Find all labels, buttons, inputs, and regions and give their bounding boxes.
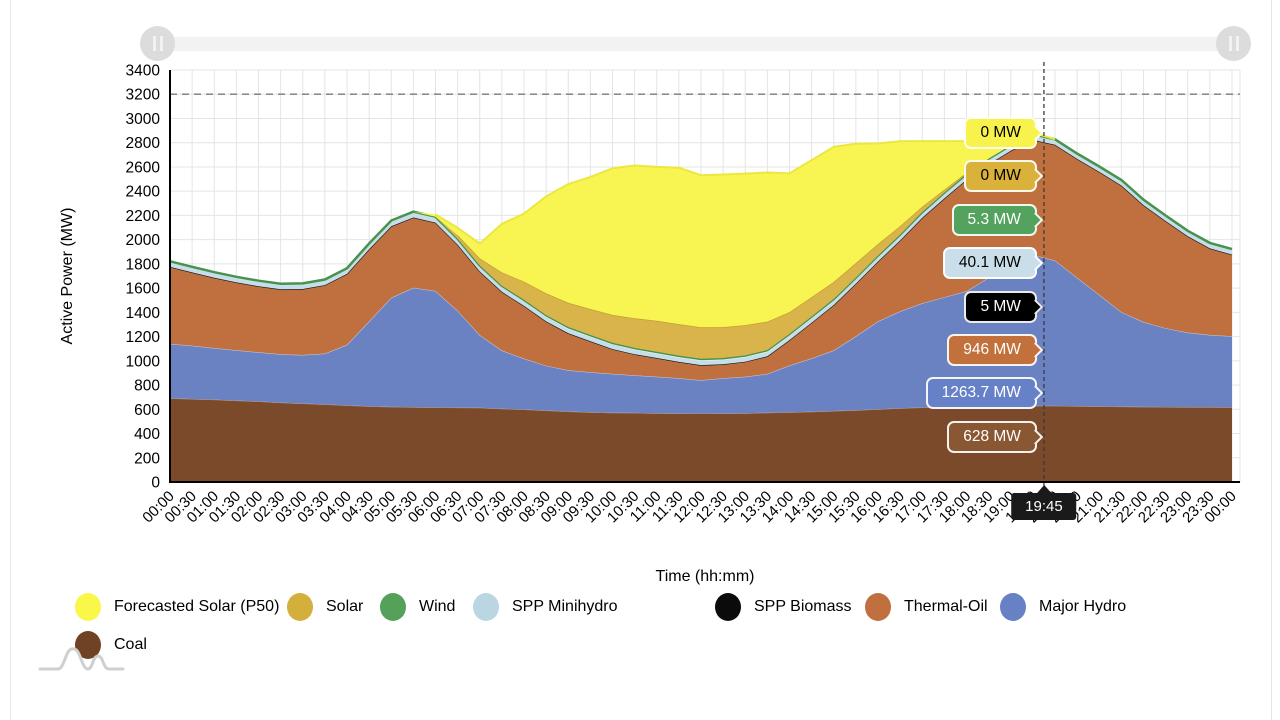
y-tick-label: 3000 [126, 111, 161, 128]
value-tooltip-wind: 5.3 MW [951, 203, 1044, 236]
area-forecast_solar[interactable] [170, 132, 1232, 328]
stacked-area-chart: 0 200 400 600 800 1000 1200 1400 1600 1800 2000 220… [126, 62, 1241, 527]
y-tick-label: 2200 [126, 208, 161, 225]
y-tick-label: 1000 [126, 353, 161, 370]
legend-label: SPP Minihydro [512, 598, 618, 615]
legend-label: Solar [326, 598, 364, 615]
grip-bars-icon [1235, 36, 1239, 51]
y-tick-label: 2000 [126, 232, 161, 249]
value-tooltip-forecast_solar: 0 MW [964, 117, 1044, 149]
value-tooltip-spp_minihydro: 40.1 MW [942, 247, 1044, 280]
legend-label: Coal [114, 636, 147, 653]
area-coal[interactable] [170, 398, 1232, 482]
legend-label: Thermal-Oil [904, 598, 988, 615]
legend-item-wind[interactable]: Wind [380, 592, 455, 622]
x-axis-title: Time (hh:mm) [655, 568, 755, 585]
legend-swatch-icon[interactable] [865, 593, 891, 621]
legend-swatch-icon[interactable] [380, 593, 406, 621]
value-tooltip-major_hydro: 1263.7 MW [925, 377, 1044, 410]
y-tick-labels: 0 200 400 600 800 1000 1200 1400 1600 1800 2000 220… [126, 63, 161, 492]
legend-item-thermal-oil[interactable]: Thermal-Oil [865, 592, 988, 622]
legend-label: Forecasted Solar (P50) [114, 598, 280, 615]
y-tick-label: 2800 [126, 135, 161, 152]
legend-item-coal[interactable]: Coal [75, 630, 147, 660]
legend-swatch-icon[interactable] [287, 593, 313, 621]
y-tick-label: 2400 [126, 184, 161, 201]
legend-swatch-icon[interactable] [75, 593, 101, 621]
y-tick-label: 800 [134, 378, 160, 395]
grip-bars-icon [152, 36, 156, 51]
y-tick-label: 3200 [126, 87, 161, 104]
time-tooltip: 19:45 [1011, 485, 1077, 520]
area-thermal_oil[interactable] [170, 140, 1232, 381]
y-tick-label: 400 [134, 426, 160, 443]
legend-item-forecasted-solar-p50-[interactable]: Forecasted Solar (P50) [75, 592, 279, 622]
legend-item-major-hydro[interactable]: Major Hydro [1000, 592, 1126, 622]
time-tooltip-arrow-icon [1035, 485, 1052, 494]
y-tick-label: 2600 [126, 159, 161, 176]
legend-label: Wind [419, 598, 456, 615]
y-tick-label: 200 [134, 450, 160, 467]
y-tick-label: 1600 [126, 281, 161, 298]
left-border-line [10, 0, 11, 720]
legend-item-spp-biomass[interactable]: SPP Biomass [715, 592, 852, 622]
series-areas [169, 131, 1233, 482]
legend-item-spp-minihydro[interactable]: SPP Minihydro [473, 592, 618, 622]
y-tick-label: 1200 [126, 329, 161, 346]
legend-label: SPP Biomass [754, 598, 852, 615]
scrollbar-grip-left[interactable] [140, 26, 175, 61]
legend-label: Major Hydro [1039, 598, 1127, 615]
legend-swatch-icon[interactable] [1000, 593, 1026, 621]
x-tick-labels: 00:0000:3001:0001:3002:0002:3003:0003:30… [139, 488, 1240, 527]
value-tooltip-solar: 0 MW [964, 160, 1044, 193]
legend-swatch-icon[interactable] [715, 593, 741, 621]
grip-bars-icon [1228, 36, 1232, 51]
value-tooltip-coal: 628 MW [947, 420, 1044, 453]
y-tick-label: 0 [151, 475, 160, 492]
legend-swatch-icon[interactable] [473, 593, 499, 621]
right-border-line [1271, 0, 1272, 720]
range-scrollbar-track[interactable] [158, 37, 1240, 51]
amcharts-logo-icon [38, 647, 125, 671]
legend-item-solar[interactable]: Solar [287, 592, 363, 622]
scrollbar-grip-right[interactable] [1216, 26, 1251, 61]
y-tick-label: 1800 [126, 256, 161, 273]
y-tick-label: 1400 [126, 305, 161, 322]
area-top-line-forecast_solar [434, 131, 1056, 245]
grip-bars-icon [159, 36, 163, 51]
y-tick-label: 3400 [126, 63, 161, 80]
value-tooltip-thermal_oil: 946 MW [947, 334, 1044, 366]
value-tooltip-spp_biomass: 5 MW [964, 290, 1044, 323]
y-tick-label: 600 [134, 402, 160, 419]
